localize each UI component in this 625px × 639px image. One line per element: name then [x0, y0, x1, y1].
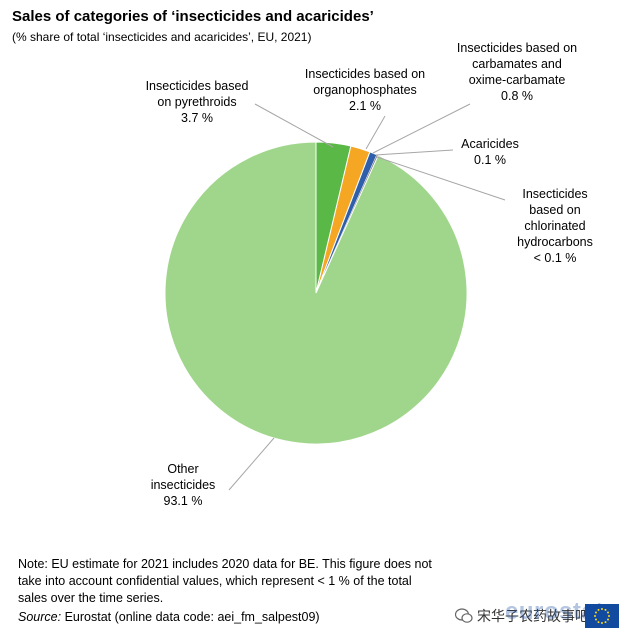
slice-label-line: on pyrethroids	[157, 95, 236, 109]
eu-flag-icon	[585, 604, 619, 628]
slice-label: Other insecticides 93.1 %	[151, 462, 216, 508]
slice-label-line: Insecticides based	[146, 79, 249, 93]
slice-label-line: Insecticides based on	[457, 41, 577, 55]
slice-label-line: organophosphates	[313, 83, 417, 97]
leader-line	[228, 437, 275, 491]
watermark-text: 宋华子农药故事吧	[477, 608, 589, 624]
source-text: Eurostat (online data code: aei_fm_salpe…	[61, 610, 320, 624]
chart-title: Sales of categories of ‘insecticides and…	[12, 8, 374, 25]
slice-label-line: 93.1 %	[164, 494, 203, 508]
slice-label-line: 0.1 %	[474, 153, 506, 167]
slice-label-line: chlorinated	[524, 219, 585, 233]
slice-label-line: Acaricides	[461, 137, 519, 151]
slice-label-line: insecticides	[151, 478, 216, 492]
chart-subtitle: (% share of total ‘insecticides and acar…	[12, 30, 312, 44]
chart-source: Source: Eurostat (online data code: aei_…	[18, 610, 320, 624]
slice-label-line: carbamates and	[472, 57, 562, 71]
leader-line	[365, 115, 386, 150]
slice-label: Insecticides based on pyrethroids 3.7 %	[146, 79, 249, 125]
slice-label: Insecticides based on organophosphates 2.1…	[305, 67, 425, 113]
eurostat-logo: eurostat	[505, 598, 619, 630]
slice-label: Insecticides based on chlorinated hydrocarb…	[517, 187, 593, 265]
slice-label-line: Other	[167, 462, 198, 476]
slice-label-line: Insecticides	[522, 187, 587, 201]
slice-label: Insecticides based on carbamates and oxime…	[457, 41, 577, 103]
slice-label-line: oxime-carbamate	[469, 73, 566, 87]
slice-label-line: based on	[529, 203, 580, 217]
leader-line	[254, 103, 334, 148]
source-label: Source:	[18, 610, 62, 624]
leader-line	[376, 156, 506, 201]
slice-label-line: 0.8 %	[501, 89, 533, 103]
slice-label-line: 3.7 %	[181, 111, 213, 125]
watermark: 宋华子农药故事吧	[455, 606, 589, 626]
chart-note: Note: EU estimate for 2021 includes 2020…	[18, 557, 432, 605]
slice-label-line: < 0.1 %	[534, 251, 577, 265]
slice-label: Acaricides 0.1 %	[461, 137, 519, 167]
wechat-icon	[455, 608, 473, 623]
slice-label-line: Insecticides based on	[305, 67, 425, 81]
slice-label-line: 2.1 %	[349, 99, 381, 113]
pie-chart: Insecticides based on pyrethroids 3.7 %Ins…	[146, 41, 593, 508]
leader-line	[372, 103, 471, 154]
pie-slice	[164, 141, 468, 445]
leader-line	[375, 149, 454, 156]
slice-label-line: hydrocarbons	[517, 235, 593, 249]
